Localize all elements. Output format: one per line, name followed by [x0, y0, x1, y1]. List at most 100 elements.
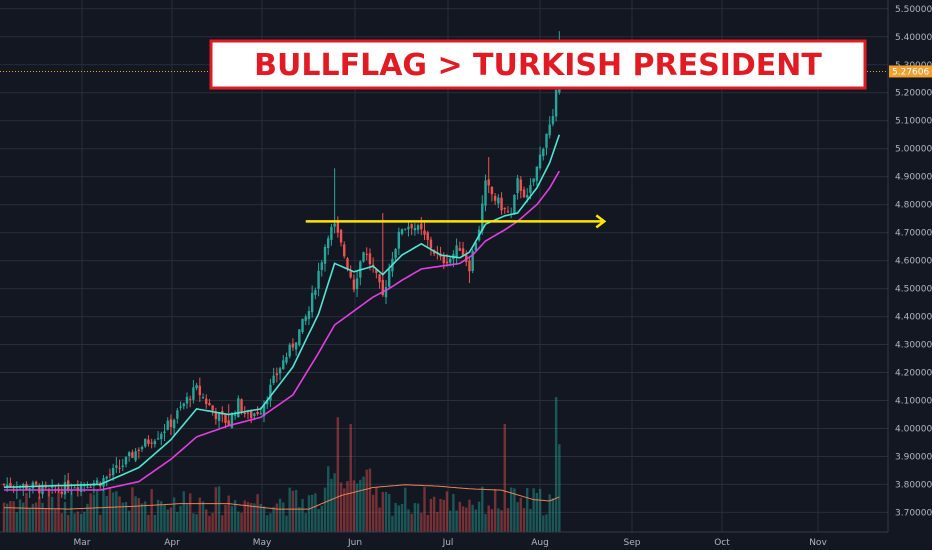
candle-body — [172, 419, 176, 428]
volume-bar — [15, 512, 19, 532]
volume-bar — [445, 491, 449, 532]
volume-bar — [391, 515, 394, 532]
y-tick-label: 3.80000 — [895, 480, 932, 490]
volume-bar — [465, 507, 468, 532]
volume-bar — [314, 493, 317, 532]
candle-body — [86, 486, 89, 488]
volume-bar — [397, 505, 401, 532]
candle-body — [73, 487, 76, 489]
volume-bar — [291, 490, 295, 532]
candle-body — [298, 329, 301, 346]
candle-body — [137, 449, 141, 452]
volume-bar — [214, 487, 218, 532]
candle-body — [198, 385, 202, 396]
candle-body — [468, 260, 471, 272]
candle-body — [397, 231, 401, 249]
candle-body — [259, 413, 262, 415]
volume-bar — [9, 500, 12, 532]
candle-body — [545, 133, 548, 148]
candle-body — [320, 262, 323, 270]
volume-bar — [458, 501, 462, 532]
volume-bar — [506, 508, 510, 532]
candle-body — [307, 311, 311, 320]
volume-bar — [137, 498, 141, 532]
volume-bar — [272, 506, 275, 532]
candle-body — [519, 179, 523, 191]
annotation-banner: BULLFLAG > TURKISH PRESIDENT — [209, 39, 867, 90]
volume-bar — [301, 499, 304, 532]
candle-body — [115, 465, 118, 468]
volume-bar — [227, 495, 230, 532]
volume-bar — [349, 424, 352, 532]
volume-bar — [317, 508, 320, 532]
annotation-text: BULLFLAG > TURKISH PRESIDENT — [254, 48, 822, 83]
x-tick-label: Jun — [347, 538, 362, 548]
candle-body — [487, 179, 490, 186]
volume-bar — [172, 497, 176, 532]
candle-body — [317, 270, 320, 289]
candle-body — [503, 207, 506, 209]
volume-bar — [57, 487, 60, 532]
candle-body — [214, 411, 218, 420]
volume-bar — [542, 515, 545, 532]
candle-body — [429, 239, 433, 249]
candle-body — [410, 224, 413, 229]
candle-body — [500, 197, 503, 211]
volume-bar — [147, 514, 150, 532]
y-tick-label: 5.10000 — [895, 117, 932, 127]
volume-bar — [208, 515, 211, 532]
candle-body — [140, 446, 144, 450]
x-tick-label: Aug — [531, 538, 549, 548]
candle-body — [153, 440, 157, 445]
volume-bar — [413, 503, 417, 532]
candle-body — [233, 414, 237, 416]
volume-bars — [2, 397, 561, 532]
candle-body — [60, 491, 63, 495]
candle-body — [160, 433, 163, 440]
volume-bar — [294, 489, 298, 532]
volume-bar — [452, 494, 455, 532]
volume-bar — [359, 479, 362, 532]
volume-bar — [50, 496, 54, 532]
volume-bar — [2, 502, 6, 532]
candle-body — [144, 438, 147, 447]
volume-bar — [285, 515, 288, 532]
volume-bar — [89, 493, 92, 532]
volume-bar — [484, 514, 487, 532]
volume-bar — [176, 511, 179, 532]
candle-body — [243, 412, 246, 414]
candle-body — [131, 452, 134, 458]
volume-bar — [407, 509, 410, 532]
volume-bar — [188, 493, 192, 532]
volume-bar — [67, 515, 70, 532]
candle-body — [31, 482, 35, 489]
volume-bar — [310, 494, 314, 532]
candle-body — [426, 232, 429, 240]
candle-body — [448, 258, 452, 263]
candle-body — [205, 398, 208, 405]
candle-body — [34, 481, 38, 485]
y-tick-label: 4.50000 — [895, 285, 932, 295]
volume-bar — [323, 487, 327, 532]
volume-bar — [410, 513, 413, 532]
volume-bar — [503, 424, 506, 532]
y-axis: 3.70000 3.80000 3.90000 4.00000 4.10000 4.200… — [887, 0, 932, 532]
candle-body — [111, 467, 115, 476]
candle-body — [323, 246, 327, 264]
volume-bar — [320, 505, 323, 532]
volume-bar — [554, 397, 558, 532]
candles — [2, 31, 561, 500]
volume-bar — [118, 496, 121, 532]
candle-body — [63, 482, 67, 495]
x-tick-label: Mar — [74, 538, 91, 548]
volume-bar — [429, 498, 433, 532]
candle-body — [89, 486, 92, 488]
volume-bar — [108, 487, 112, 532]
volume-bar — [131, 487, 134, 532]
x-tick-label: Oct — [714, 538, 730, 548]
volume-bar — [266, 515, 269, 532]
candle-body — [182, 403, 185, 407]
volume-bar — [282, 502, 285, 532]
volume-bar — [477, 501, 481, 532]
volume-bar — [160, 501, 163, 532]
